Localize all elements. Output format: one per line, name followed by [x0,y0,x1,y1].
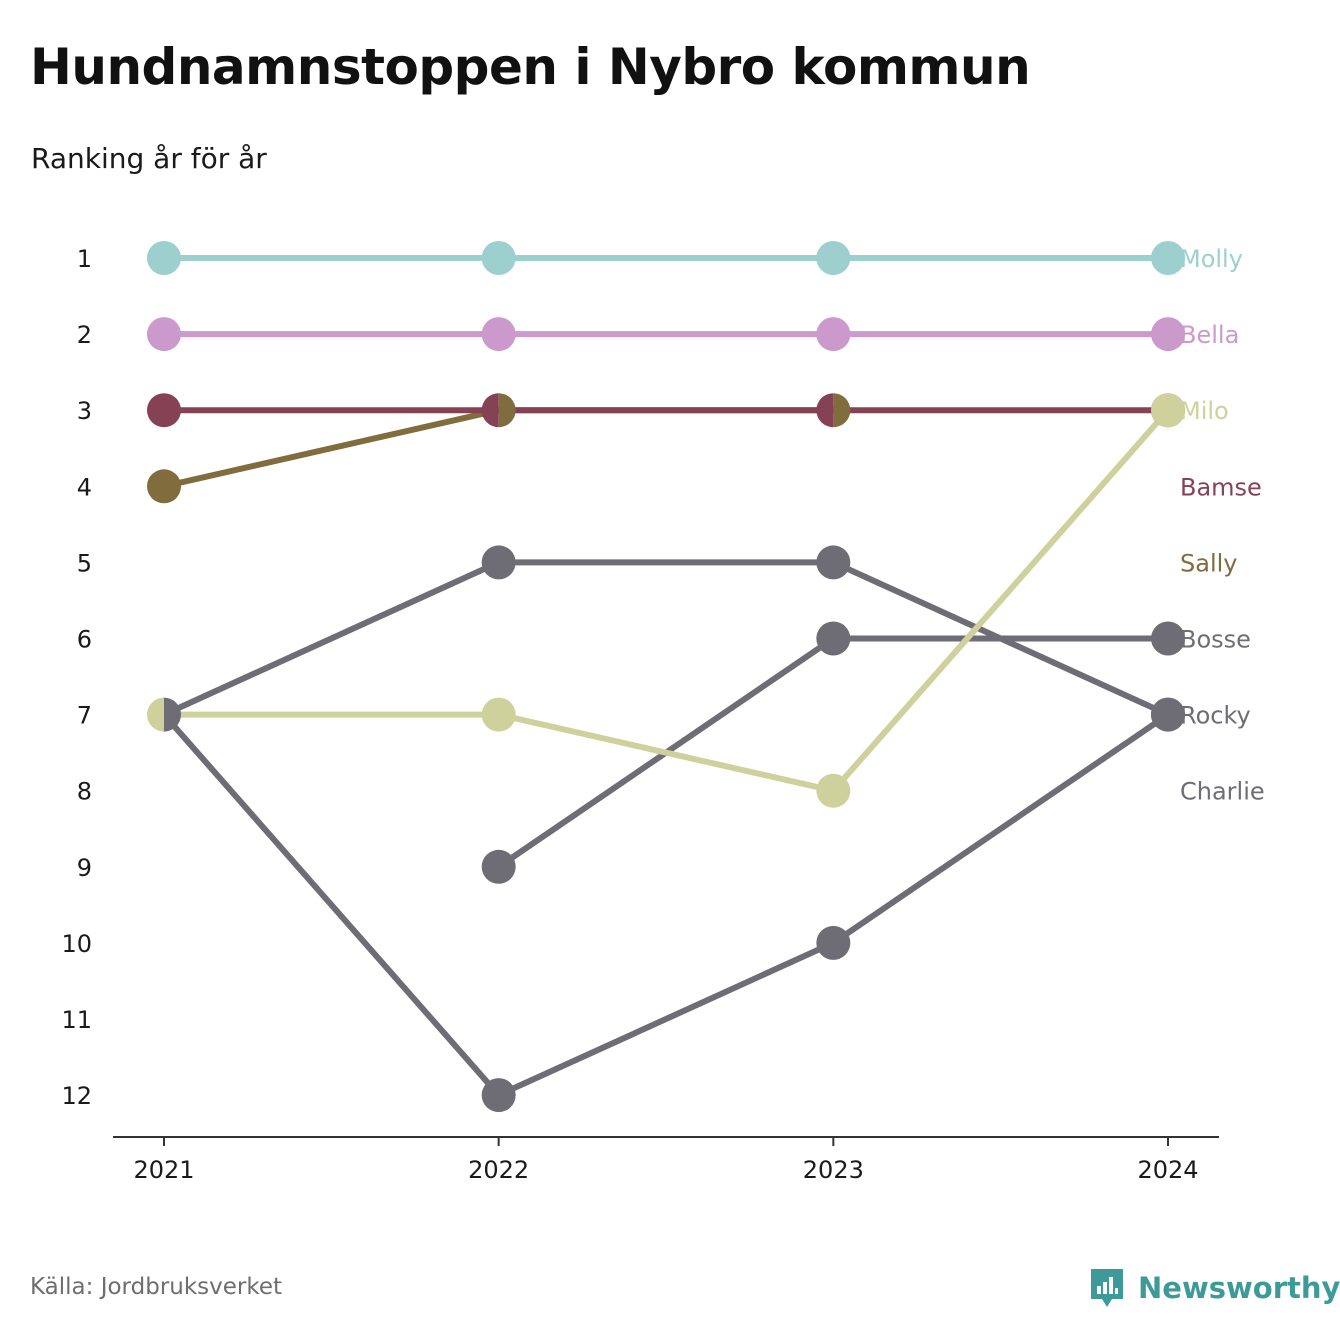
data-point-molly [1151,241,1185,275]
data-point-bella [816,317,851,352]
data-point-charlie [481,1078,516,1113]
y-tick-label: 9 [77,854,92,882]
series-line-charlie [161,711,1171,1099]
series-label-charlie: Charlie [1180,778,1265,806]
data-point-charlie [816,925,851,960]
series-label-milo: Milo [1180,397,1229,425]
data-point-molly [816,241,851,275]
data-point-bosse [1151,621,1185,656]
data-point-molly [481,241,516,275]
series-line-milo [161,407,1171,794]
y-tick-label: 6 [77,626,92,654]
data-point-sally [498,393,516,428]
source-note: Källa: Jordbruksverket [30,1274,283,1300]
y-tick-label: 12 [61,1082,92,1110]
y-tick-label: 5 [77,549,92,577]
y-tick-label: 3 [77,397,92,425]
series-label-rocky: Rocky [1180,702,1251,730]
x-tick-label: 2023 [803,1156,864,1184]
y-tick-label: 2 [77,321,92,349]
data-point-rocky [816,545,851,580]
x-tick-label: 2022 [468,1156,529,1184]
series-label-bosse: Bosse [1180,626,1251,654]
data-point-bamse [147,393,181,428]
brand-name: Newsworthy [1138,1271,1340,1305]
series-lines [161,255,1171,1099]
y-tick-label: 4 [77,473,92,501]
data-point-bamse [481,393,499,428]
series-label-sally: Sally [1180,549,1237,577]
data-point-bella [147,317,181,352]
series-label-bella: Bella [1180,321,1239,349]
data-point-sally [147,469,181,504]
data-point-rocky [481,545,516,580]
series-points [147,241,1185,1113]
chart-title: Hundnamnstoppen i Nybro kommun [30,38,1031,96]
y-tick-label: 11 [61,1006,92,1034]
data-point-bosse [481,849,516,884]
y-tick-label: 7 [77,702,92,730]
data-point-bosse [816,621,851,656]
data-point-sally [833,393,851,428]
newsworthy-logo-icon [1091,1269,1123,1307]
data-point-bamse [816,393,834,428]
y-tick-label: 1 [77,245,92,273]
data-point-rocky [164,697,181,732]
series-label-bamse: Bamse [1180,473,1262,501]
series-labels: Molly Bella Milo Bamse Sally Bosse Rocky Charli… [1180,245,1265,806]
data-point-bella [481,317,516,352]
series-label-molly: Molly [1180,245,1243,273]
data-point-rocky [1151,697,1185,732]
x-tick-label: 2021 [133,1156,194,1184]
brand: Newsworthy [1088,1266,1340,1310]
data-point-milo [481,697,516,732]
y-tick-label: 10 [61,930,92,958]
x-tick-label: 2024 [1137,1156,1198,1184]
chart-subtitle: Ranking år för år [31,142,267,175]
data-point-milo [147,697,164,732]
data-point-molly [147,241,181,275]
data-point-bella [1151,317,1185,352]
x-axis: 2021 2022 2023 2024 [113,1136,1219,1184]
data-point-milo [1151,393,1185,428]
series-line-bosse [495,635,1171,870]
y-tick-label: 8 [77,778,92,806]
data-point-milo [816,773,851,808]
